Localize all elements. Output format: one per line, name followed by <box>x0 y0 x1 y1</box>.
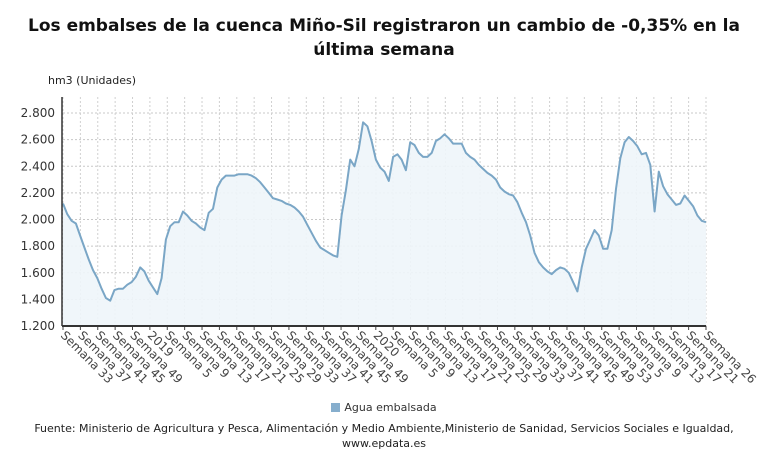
y-tick-label: 1.200 <box>21 319 55 333</box>
legend[interactable]: Agua embalsada <box>0 401 768 414</box>
y-tick-label: 1.800 <box>21 239 55 253</box>
y-tick-label: 2.800 <box>21 106 55 120</box>
y-tick-label: 2.400 <box>21 159 55 173</box>
y-tick-label: 2.200 <box>21 186 55 200</box>
y-tick-label: 2.600 <box>21 133 55 147</box>
y-tick-label: 1.400 <box>21 292 55 306</box>
y-tick-label: 1.600 <box>21 266 55 280</box>
source-note: Fuente: Ministerio de Agricultura y Pesc… <box>34 422 734 450</box>
series-line-agua-embalsada <box>62 121 707 302</box>
legend-label: Agua embalsada <box>344 401 437 414</box>
legend-swatch <box>331 403 341 412</box>
area-fill <box>63 122 706 326</box>
y-tick-label: 2.000 <box>21 213 55 227</box>
y-axis-unit-label: hm3 (Unidades) <box>48 74 137 87</box>
chart-title: Los embalses de la cuenca Miño-Sil regis… <box>28 16 740 60</box>
